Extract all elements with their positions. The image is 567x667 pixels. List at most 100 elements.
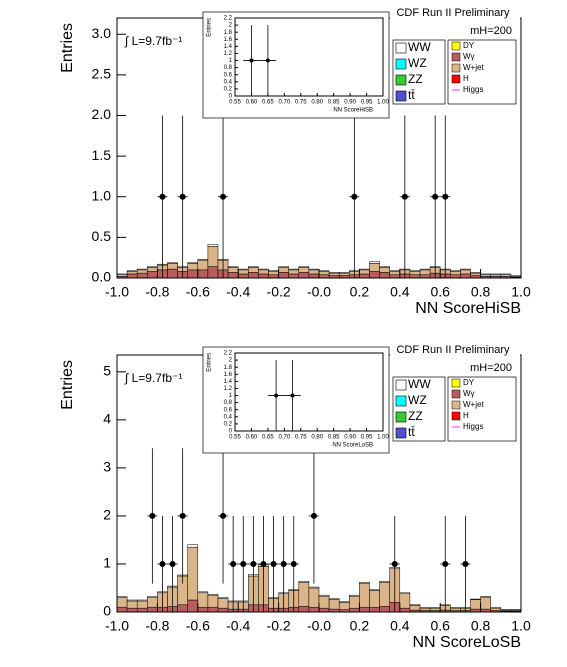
y-tick-label: 2: [103, 507, 111, 523]
legend-label: Higgs: [463, 85, 483, 94]
histogram-bin: [349, 607, 360, 613]
histogram-bin: [136, 269, 148, 274]
histogram-bin: [349, 594, 360, 597]
y-tick-label: 0.5: [92, 228, 112, 244]
histogram-bin: [288, 273, 300, 279]
histogram-bin: [227, 266, 239, 268]
experiment-box: [390, 343, 520, 356]
x-tick-label: 0.55: [229, 435, 241, 441]
histogram-bin: [379, 266, 390, 268]
legend-label: WW: [408, 377, 431, 391]
x-tick-label: 1.00: [377, 435, 389, 441]
x-tick-label: 0.2: [350, 618, 370, 634]
histogram-bin: [278, 266, 289, 268]
histogram-bin: [258, 273, 269, 279]
legend-swatch: [395, 42, 407, 54]
histogram-bin: [147, 606, 158, 613]
histogram-bin: [207, 246, 219, 267]
plot-frame: [234, 17, 384, 97]
histogram-bin: [419, 268, 431, 271]
x-tick-label: 0.4: [390, 618, 410, 634]
histogram-bin: [126, 599, 138, 602]
x-tick-label: 0.6: [430, 284, 450, 300]
histogram-bin: [460, 268, 471, 271]
histogram-bin: [470, 599, 481, 610]
histogram-bin: [116, 273, 128, 275]
histogram-bin: [308, 268, 320, 271]
legend-swatch: [451, 63, 461, 73]
histogram-bin: [379, 581, 390, 583]
y-tick-label: 0: [229, 429, 233, 435]
histogram-bin: [126, 607, 138, 613]
x-axis-title: NN ScoreHiSB: [415, 300, 521, 317]
histogram-bin: [349, 595, 360, 609]
y-tick-label: 1.4: [224, 379, 233, 385]
histogram-bin: [490, 273, 502, 275]
y-tick-label: 1.4: [224, 44, 233, 50]
x-tick-label: 0.60: [246, 435, 258, 441]
histogram-bin: [379, 267, 390, 273]
y-tick-label: 0.8: [224, 400, 233, 406]
luminosity-label: ∫ L=9.7fb⁻¹: [124, 371, 182, 385]
histogram-bin: [429, 607, 441, 611]
experiment-box: [390, 6, 520, 19]
x-tick-label: 0.90: [344, 100, 356, 106]
histogram-bin: [187, 546, 199, 601]
histogram-bin: [258, 268, 269, 271]
y-tick-label: 0.2: [224, 421, 233, 427]
x-tick-label: -1.0: [105, 618, 129, 634]
data-point: [179, 512, 186, 519]
histogram-bin: [409, 271, 421, 275]
histogram-bin: [136, 599, 148, 602]
y-tick-label: 1.2: [224, 386, 233, 392]
legend-label: WZ: [408, 393, 427, 407]
histogram-bin: [136, 600, 148, 609]
histogram-bin: [298, 581, 310, 583]
legend-swatch: [451, 411, 461, 421]
histogram-bin: [197, 269, 209, 279]
histogram-bin: [268, 271, 279, 275]
legend-label: DY: [463, 41, 475, 50]
legend-label: Wγ: [463, 389, 475, 398]
histogram-bin: [298, 581, 310, 607]
histogram-bin: [470, 272, 481, 276]
data-point: [442, 560, 449, 567]
inset-background: [202, 11, 390, 119]
histogram-bin: [207, 606, 219, 613]
histogram-bin: [187, 599, 199, 613]
histogram-bin: [197, 592, 209, 608]
luminosity-label: ∫ L=9.7fb⁻¹: [124, 34, 182, 48]
histogram-bin: [379, 581, 390, 607]
histogram-bin: [480, 596, 491, 610]
legend-label: W+jet: [463, 63, 484, 72]
data-point: [391, 560, 398, 567]
histogram-bin: [187, 262, 199, 264]
histogram-bin: [147, 271, 158, 279]
legend-label: WZ: [408, 56, 427, 70]
x-tick-label: -0.0: [307, 618, 331, 634]
histogram-bin: [369, 271, 380, 279]
x-tick-label: 0.95: [361, 100, 373, 106]
x-tick-label: 1.0: [511, 618, 531, 634]
y-tick-label: 1.6: [224, 37, 233, 43]
mass-label: mH=200: [470, 362, 512, 374]
y-tick-label: 2.0: [92, 106, 112, 122]
histogram-bin: [126, 600, 138, 609]
histogram-bin: [116, 606, 128, 613]
histogram-bin: [389, 271, 401, 275]
legend-swatch: [395, 90, 407, 102]
histogram-bin: [147, 597, 158, 608]
histogram-bin: [207, 593, 219, 596]
x-tick-label: 0.80: [311, 435, 323, 441]
histogram-bin: [308, 586, 320, 589]
histogram-bin: [419, 269, 431, 275]
histogram-bin: [268, 270, 279, 272]
histogram-bin: [147, 596, 158, 598]
x-tick-label: -0.0: [307, 284, 331, 300]
histogram-bin: [197, 259, 209, 271]
histogram-bin: [500, 273, 512, 275]
histogram-bin: [369, 261, 380, 264]
histogram-bin: [450, 607, 461, 611]
x-tick-label: -0.4: [226, 284, 250, 300]
